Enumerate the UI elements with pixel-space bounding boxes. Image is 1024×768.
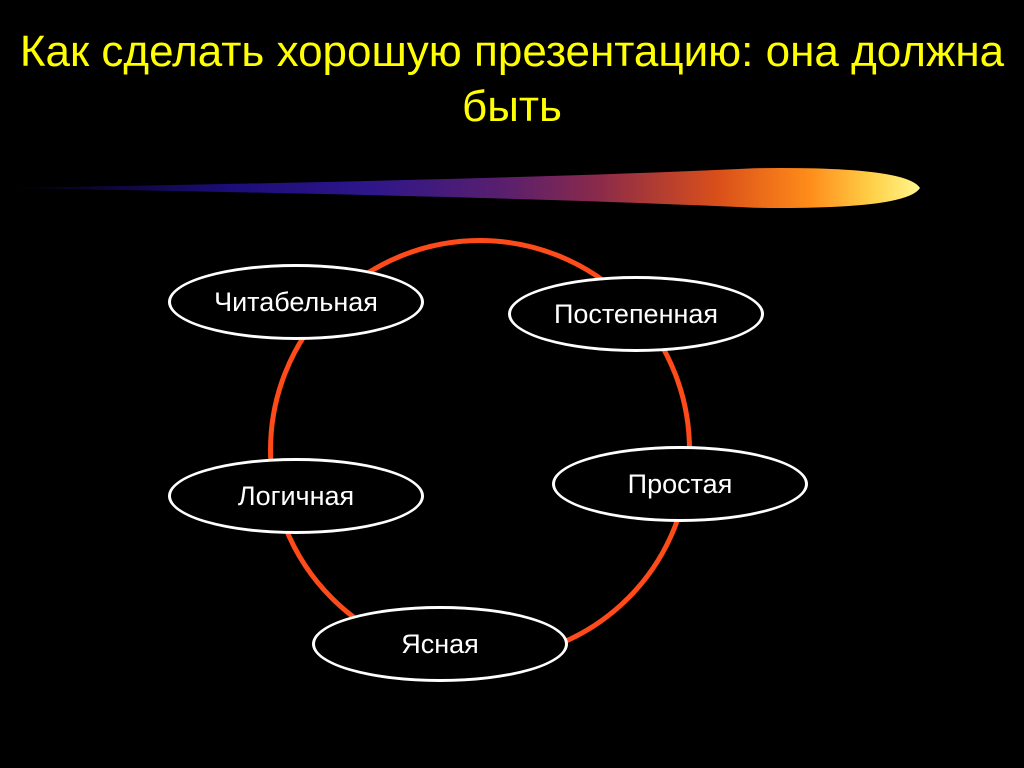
node-label: Логичная	[238, 481, 354, 512]
node-readable: Читабельная	[168, 264, 424, 340]
node-label: Читабельная	[214, 287, 378, 318]
node-clear: Ясная	[312, 606, 568, 682]
node-logical: Логичная	[168, 458, 424, 534]
node-label: Постепенная	[554, 299, 718, 330]
node-label: Ясная	[401, 629, 479, 660]
comet-divider	[0, 166, 920, 210]
node-gradual: Постепенная	[508, 276, 764, 352]
node-simple: Простая	[552, 446, 808, 522]
node-label: Простая	[628, 469, 733, 500]
slide-title: Как сделать хорошую презентацию: она дол…	[0, 24, 1024, 134]
